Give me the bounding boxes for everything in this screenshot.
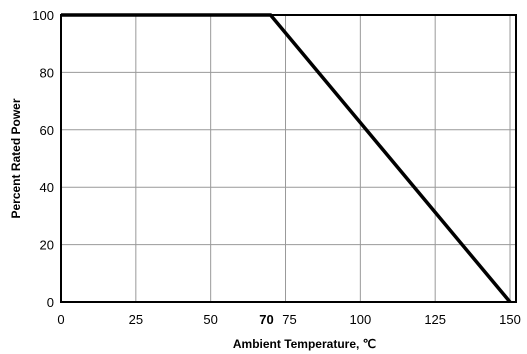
x-tick-labels: 0 25 50 70 75 100 125 150 (57, 312, 520, 327)
derating-curve (61, 13, 512, 304)
x-tick-label: 150 (499, 312, 521, 327)
y-tick-label: 60 (40, 123, 54, 138)
y-tick-label: 80 (40, 65, 54, 80)
x-tick-label: 70 (259, 312, 273, 327)
y-tick-label: 20 (40, 238, 54, 253)
grid-lines (61, 15, 516, 302)
x-axis-title: Ambient Temperature, ℃ (233, 337, 376, 351)
y-axis-title: Percent Rated Power (9, 98, 23, 218)
series-layer (61, 13, 512, 304)
x-tick-label: 50 (203, 312, 217, 327)
y-tick-labels: 0 20 40 60 80 100 (32, 8, 54, 310)
plot-frame (60, 14, 517, 303)
x-tick-label: 0 (57, 312, 64, 327)
y-tick-label: 0 (47, 295, 54, 310)
x-tick-label: 100 (349, 312, 371, 327)
x-tick-label: 25 (129, 312, 143, 327)
y-tick-label: 40 (40, 180, 54, 195)
x-tick-label: 125 (424, 312, 446, 327)
y-tick-label: 100 (32, 8, 54, 23)
x-tick-label: 75 (282, 312, 296, 327)
